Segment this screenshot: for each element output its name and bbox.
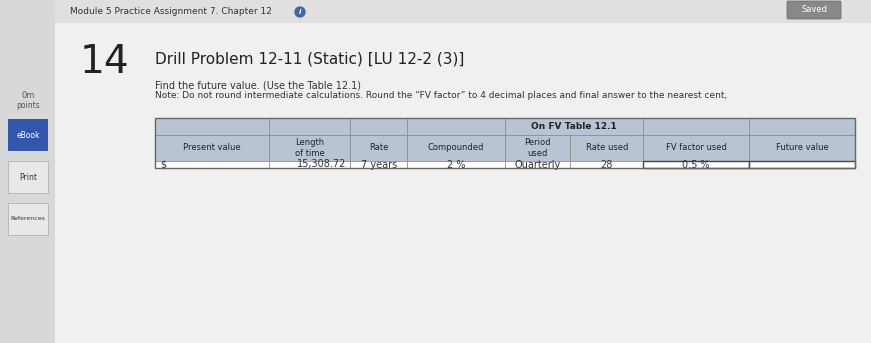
Bar — [269, 161, 350, 168]
Text: 28: 28 — [601, 159, 613, 169]
Text: Compounded: Compounded — [428, 143, 484, 153]
Text: Rate used: Rate used — [585, 143, 628, 153]
FancyBboxPatch shape — [787, 1, 841, 19]
Text: 15,308.72: 15,308.72 — [297, 159, 347, 169]
Bar — [749, 135, 855, 161]
Text: Module 5 Practice Assignment 7. Chapter 12: Module 5 Practice Assignment 7. Chapter … — [70, 8, 272, 16]
Bar — [155, 135, 269, 161]
Bar — [644, 118, 749, 135]
Text: points: points — [17, 100, 40, 109]
Bar — [749, 118, 855, 135]
Bar — [155, 161, 269, 168]
Text: 2 %: 2 % — [447, 159, 465, 169]
Text: FV factor used: FV factor used — [665, 143, 726, 153]
Bar — [505, 161, 571, 168]
Bar — [269, 135, 350, 161]
Circle shape — [295, 7, 305, 17]
Bar — [269, 118, 350, 135]
Bar — [350, 135, 408, 161]
Text: Quarterly: Quarterly — [515, 159, 561, 169]
Text: Future value: Future value — [776, 143, 828, 153]
Text: Drill Problem 12-11 (Static) [LU 12-2 (3)]: Drill Problem 12-11 (Static) [LU 12-2 (3… — [155, 51, 464, 66]
Bar — [644, 135, 749, 161]
Bar — [8, 119, 48, 151]
Text: Saved: Saved — [801, 5, 827, 14]
Bar — [644, 161, 749, 168]
Text: Period
used: Period used — [524, 138, 550, 158]
Bar — [55, 0, 871, 23]
Text: 0.5 %: 0.5 % — [683, 159, 710, 169]
Bar — [0, 0, 55, 343]
Text: Length
of time: Length of time — [294, 138, 325, 158]
Bar — [408, 135, 505, 161]
Bar — [8, 203, 48, 235]
Bar — [8, 161, 48, 193]
Bar — [408, 161, 505, 168]
Text: Present value: Present value — [183, 143, 240, 153]
Text: $: $ — [160, 159, 166, 169]
Text: Print: Print — [19, 173, 37, 181]
Bar — [350, 161, 408, 168]
Text: 14: 14 — [80, 43, 130, 81]
Text: On FV Table 12.1: On FV Table 12.1 — [531, 122, 617, 131]
Text: Rate: Rate — [369, 143, 388, 153]
Bar — [505, 118, 644, 135]
Bar — [155, 118, 855, 168]
Text: i: i — [299, 9, 301, 15]
Bar — [749, 161, 855, 168]
Text: Note: Do not round intermediate calculations. Round the “FV factor” to 4 decimal: Note: Do not round intermediate calculat… — [155, 91, 727, 100]
Bar — [408, 118, 505, 135]
Text: Find the future value. (Use the Table 12.1): Find the future value. (Use the Table 12… — [155, 80, 361, 90]
Text: 0m: 0m — [21, 91, 35, 99]
Bar — [350, 118, 408, 135]
Text: eBook: eBook — [17, 130, 40, 140]
Text: References: References — [10, 216, 45, 222]
Bar — [571, 161, 644, 168]
Bar — [505, 135, 571, 161]
Bar — [571, 135, 644, 161]
Text: 7 years: 7 years — [361, 159, 397, 169]
Bar — [155, 118, 269, 135]
